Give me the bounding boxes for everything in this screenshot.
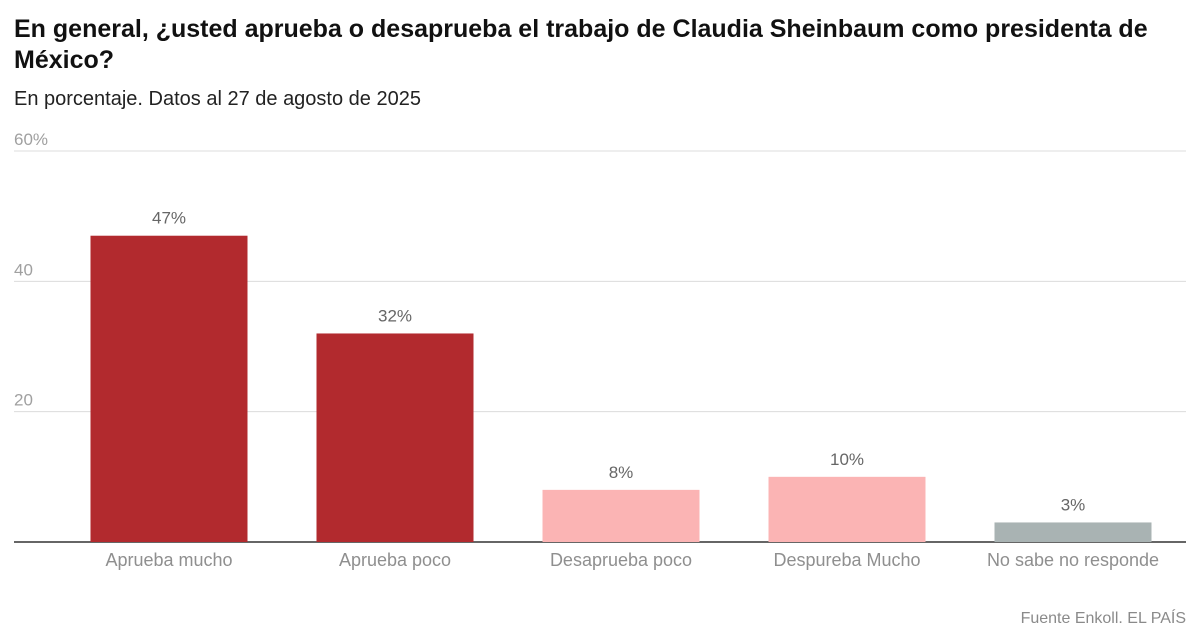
data-label: 3% — [1061, 495, 1086, 514]
chart-subtitle: En porcentaje. Datos al 27 de agosto de … — [14, 88, 421, 110]
data-label: 10% — [830, 450, 864, 469]
x-tick-label: Aprueba mucho — [105, 550, 232, 570]
data-label: 47% — [152, 209, 186, 228]
bar — [768, 476, 926, 542]
source-note: Fuente Enkoll. EL PAÍS — [1020, 610, 1186, 627]
chart-title: En general, ¿usted aprueba o desaprueba … — [14, 15, 1148, 74]
x-tick-label: Aprueba poco — [339, 550, 451, 570]
x-tick-label: Despureba Mucho — [773, 550, 920, 570]
bar — [316, 333, 474, 542]
y-tick-label: 20 — [14, 391, 33, 410]
bar — [90, 235, 248, 542]
data-label: 8% — [609, 463, 634, 482]
x-tick-label: Desaprueba poco — [550, 550, 692, 570]
data-label: 32% — [378, 306, 412, 325]
y-tick-label: 60% — [14, 130, 48, 149]
bar — [542, 489, 700, 542]
x-tick-label: No sabe no responde — [987, 550, 1159, 570]
bar — [994, 522, 1152, 542]
y-tick-label: 40 — [14, 260, 33, 279]
